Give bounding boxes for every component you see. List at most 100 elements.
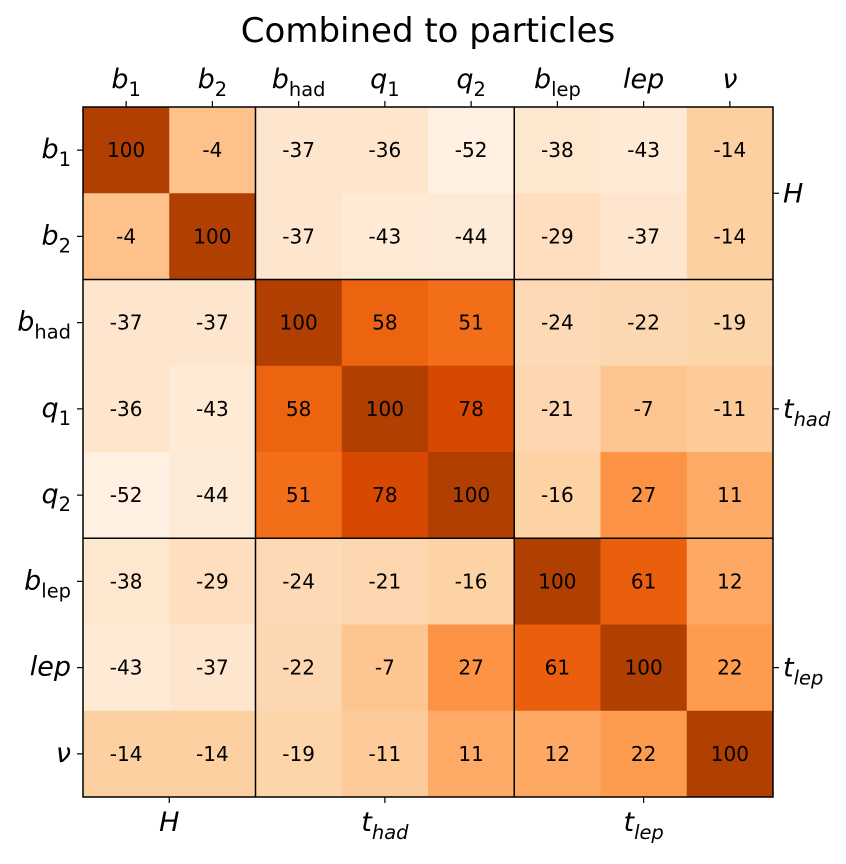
heatmap-cell-r6-c3	[341, 624, 429, 712]
left-label-1: b2	[41, 220, 71, 257]
cell-value-r4-c2: 51	[286, 483, 311, 507]
heatmap-cell-r6-c7	[686, 624, 774, 712]
heatmap-cell-r4-c4	[428, 452, 515, 539]
heatmap-cell-r7-c3	[341, 710, 429, 798]
cell-value-r2-c4: 51	[458, 311, 483, 335]
cell-value-r6-c6: 100	[625, 656, 663, 680]
heatmap-cell-r0-c1	[169, 107, 256, 194]
cell-value-r5-c2: -24	[282, 569, 315, 593]
heatmap-cell-labels: 100 -4 -37 -36 -52 -38 -43 -14 -4 100 -37 -43 -44 -29…	[107, 138, 749, 766]
heatmap-cell-r5-c2	[255, 538, 343, 625]
cell-value-r6-c2: -22	[282, 656, 315, 680]
cell-value-r2-c0: -37	[110, 311, 143, 335]
cell-value-r3-c1: -43	[196, 397, 229, 421]
heatmap-cell-r1-c2	[255, 193, 343, 280]
cell-value-r0-c5: -38	[541, 138, 574, 162]
cell-value-r7-c2: -19	[282, 742, 315, 766]
cell-value-r5-c6: 61	[631, 569, 656, 593]
left-label-3: q1	[41, 393, 71, 430]
cell-value-r4-c1: -44	[196, 483, 229, 507]
cell-value-r2-c2: 100	[280, 311, 318, 335]
top-label-2: bhad	[272, 64, 326, 101]
right-group-label-1: thad	[783, 394, 831, 431]
cell-value-r3-c5: -21	[541, 397, 574, 421]
heatmap-cell-r2-c5	[514, 279, 601, 367]
top-axis-labels: b1 b2 bhad q1 q2 blep lep ν	[111, 64, 737, 107]
heatmap-cell-r4-c7	[686, 452, 774, 539]
cell-value-r7-c4: 11	[458, 742, 483, 766]
cell-value-r5-c4: -16	[455, 569, 488, 593]
top-label-4: q2	[456, 64, 486, 101]
cell-value-r1-c3: -43	[369, 224, 402, 248]
heatmap-cell-r2-c1	[169, 279, 256, 367]
heatmap-cell-r4-c3	[341, 452, 429, 539]
heatmap-cell-r4-c1	[169, 452, 256, 539]
cell-value-r3-c7: -11	[714, 397, 747, 421]
cell-value-r7-c5: 12	[545, 742, 570, 766]
heatmap-cell-r0-c6	[600, 107, 688, 194]
cell-value-r3-c4: 78	[458, 397, 483, 421]
heatmap-cell-r1-c3	[341, 193, 429, 280]
heatmap-cell-r2-c3	[341, 279, 429, 367]
cell-value-r6-c1: -37	[196, 656, 229, 680]
cell-value-r4-c6: 27	[631, 483, 656, 507]
left-label-6: lep	[30, 652, 71, 683]
cell-value-r2-c3: 58	[372, 311, 397, 335]
cell-value-r7-c7: 100	[711, 742, 749, 766]
heatmap-cell-r7-c4	[428, 710, 515, 798]
top-label-5: blep	[534, 64, 581, 101]
cell-value-r1-c5: -29	[541, 224, 574, 248]
heatmap-cell-r1-c0	[83, 193, 170, 280]
heatmap-cell-r6-c2	[255, 624, 343, 712]
cell-value-r0-c0: 100	[107, 138, 145, 162]
cell-value-r1-c1: 100	[193, 224, 231, 248]
heatmap-cell-r0-c0	[83, 107, 170, 194]
cell-value-r5-c7: 12	[717, 569, 742, 593]
heatmap-cell-r5-c5	[514, 538, 601, 625]
heatmap-cell-r4-c6	[600, 452, 688, 539]
heatmap-cell-r5-c6	[600, 538, 688, 625]
heatmap-cell-r3-c7	[686, 365, 774, 453]
cell-value-r0-c6: -43	[627, 138, 660, 162]
heatmap-cell-r5-c4	[428, 538, 515, 625]
cell-value-r4-c0: -52	[110, 483, 143, 507]
heatmap-cell-r3-c0	[83, 365, 170, 453]
heatmap-cell-r2-c7	[686, 279, 774, 367]
heatmap-cell-r1-c4	[428, 193, 515, 280]
chart-title: Combined to particles	[241, 11, 615, 51]
cell-value-r0-c4: -52	[455, 138, 488, 162]
cell-value-r7-c6: 22	[631, 742, 656, 766]
heatmap-cell-r6-c4	[428, 624, 515, 712]
heatmap-cell-r4-c5	[514, 452, 601, 539]
cell-value-r3-c3: 100	[366, 397, 404, 421]
cell-value-r0-c1: -4	[202, 138, 222, 162]
left-label-7: ν	[56, 738, 71, 769]
plot-border	[82, 106, 774, 798]
left-label-0: b1	[41, 134, 71, 171]
heatmap-cell-r7-c5	[514, 710, 601, 798]
heatmap-cell-r2-c0	[83, 279, 170, 367]
group-divider-lines	[82, 106, 774, 798]
cell-value-r2-c1: -37	[196, 311, 229, 335]
cell-value-r1-c2: -37	[282, 224, 315, 248]
heatmap-cell-r0-c4	[428, 107, 515, 194]
cell-value-r2-c5: -24	[541, 311, 574, 335]
cell-value-r4-c4: 100	[452, 483, 490, 507]
right-group-label-0: H	[783, 178, 803, 209]
left-label-5: blep	[24, 565, 71, 602]
heatmap-cell-r1-c1	[169, 193, 256, 280]
heatmap-cell-r2-c2	[255, 279, 343, 367]
right-group-label-2: tlep	[783, 653, 823, 690]
cell-value-r6-c3: -7	[375, 656, 395, 680]
cell-value-r2-c6: -22	[627, 311, 660, 335]
heatmap-cell-r1-c5	[514, 193, 601, 280]
left-axis-labels: b1 b2 bhad q1 q2 blep lep ν	[17, 134, 83, 769]
cell-value-r6-c0: -43	[110, 656, 143, 680]
heatmap-cell-r3-c1	[169, 365, 256, 453]
heatmap-cell-r0-c2	[255, 107, 343, 194]
heatmap-cell-r7-c2	[255, 710, 343, 798]
heatmap-cell-r1-c7	[686, 193, 774, 280]
